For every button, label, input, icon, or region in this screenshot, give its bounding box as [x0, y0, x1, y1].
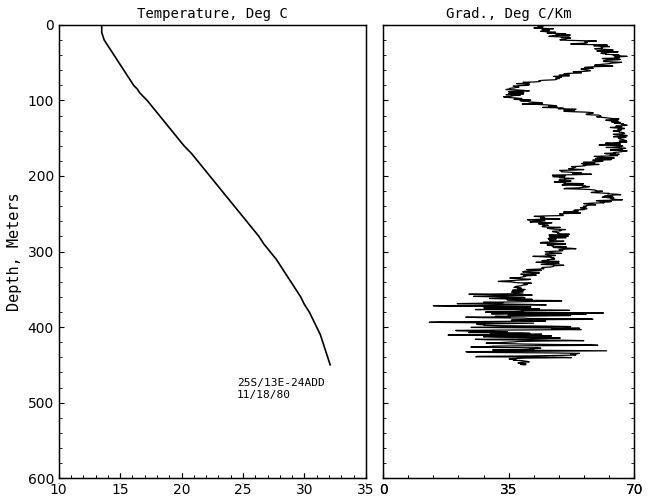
X-axis label: Temperature, Deg C: Temperature, Deg C	[137, 7, 288, 21]
Text: 25S/13E-24ADD
11/18/80: 25S/13E-24ADD 11/18/80	[237, 379, 324, 400]
X-axis label: Grad., Deg C/Km: Grad., Deg C/Km	[446, 7, 571, 21]
Y-axis label: Depth, Meters: Depth, Meters	[7, 192, 22, 311]
